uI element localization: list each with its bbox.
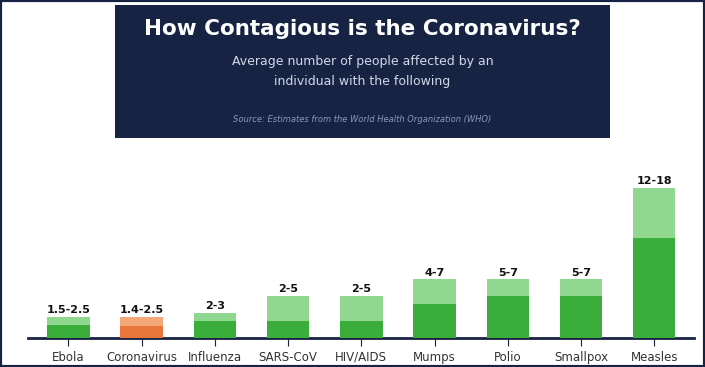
Bar <box>121 326 163 338</box>
Text: 12-18: 12-18 <box>637 176 672 186</box>
Text: 1.5-2.5: 1.5-2.5 <box>47 305 90 315</box>
Bar <box>633 237 675 338</box>
Text: 2-3: 2-3 <box>205 301 225 311</box>
Bar <box>194 321 236 338</box>
Text: 2-5: 2-5 <box>351 284 372 294</box>
Bar <box>47 325 90 338</box>
Text: Source: Estimates from the World Health Organization (WHO): Source: Estimates from the World Health … <box>233 115 491 124</box>
Bar <box>267 296 309 321</box>
Bar <box>121 317 163 326</box>
Bar <box>486 279 529 296</box>
Text: 1.4-2.5: 1.4-2.5 <box>120 305 164 315</box>
Text: 5-7: 5-7 <box>571 268 591 277</box>
Bar <box>486 296 529 338</box>
Text: Average number of people affected by an
individual with the following: Average number of people affected by an … <box>232 55 494 87</box>
Bar <box>413 279 455 304</box>
Text: 4-7: 4-7 <box>424 268 445 277</box>
Text: 5-7: 5-7 <box>498 268 517 277</box>
Text: 2-5: 2-5 <box>278 284 298 294</box>
Bar <box>47 317 90 325</box>
Bar <box>340 296 383 321</box>
Bar <box>340 321 383 338</box>
Bar <box>413 304 455 338</box>
Bar <box>267 321 309 338</box>
Text: How Contagious is the Coronavirus?: How Contagious is the Coronavirus? <box>144 19 581 39</box>
Bar <box>194 313 236 321</box>
Bar <box>633 188 675 237</box>
Bar <box>560 296 602 338</box>
Bar <box>560 279 602 296</box>
